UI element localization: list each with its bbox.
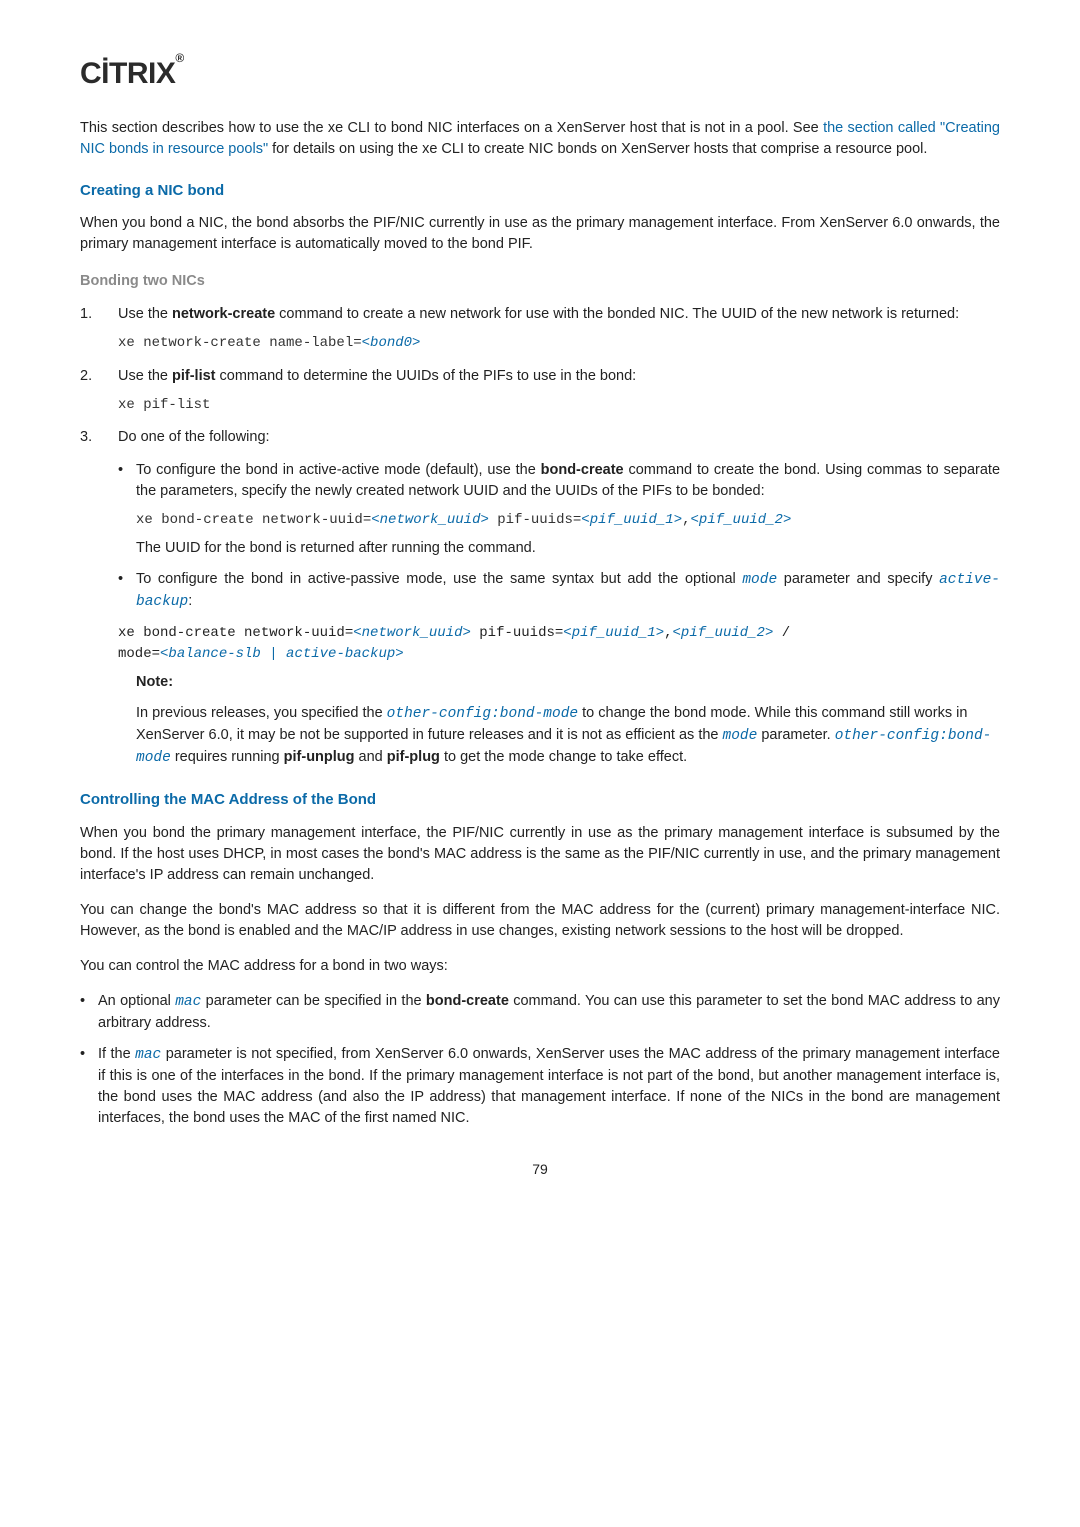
mac-bullet-2: If the mac parameter is not specified, f… — [80, 1044, 1000, 1129]
page-number: 79 — [80, 1159, 1000, 1179]
mac-paragraph-1: When you bond the primary management int… — [80, 823, 1000, 886]
step-2: Use the pif-list command to determine th… — [80, 366, 1000, 415]
step-3-sub-a: To configure the bond in active-active m… — [118, 460, 1000, 559]
heading-creating-nic-bond: Creating a NIC bond — [80, 180, 1000, 202]
step-1: Use the network-create command to create… — [80, 304, 1000, 353]
uuid-return-note: The UUID for the bond is returned after … — [136, 538, 1000, 559]
code-network-create: xe network-create name-label=<bond0> — [118, 333, 1000, 353]
mac-paragraph-3: You can control the MAC address for a bo… — [80, 956, 1000, 977]
heading-controlling-mac: Controlling the MAC Address of the Bond — [80, 789, 1000, 811]
code-bond-create-passive: xe bond-create network-uuid=<network_uui… — [118, 623, 1000, 664]
mac-paragraph-2: You can change the bond's MAC address so… — [80, 900, 1000, 942]
note-label: Note: — [136, 672, 1000, 693]
code-bond-create-active: xe bond-create network-uuid=<network_uui… — [136, 510, 1000, 530]
brand-logo: CİTRIX® — [80, 52, 1000, 96]
step-3-sub-b: To configure the bond in active-passive … — [118, 569, 1000, 613]
intro-paragraph: This section describes how to use the xe… — [80, 118, 1000, 160]
mac-bullet-1: An optional mac parameter can be specifi… — [80, 991, 1000, 1034]
note-text: In previous releases, you specified the … — [136, 703, 1000, 769]
creating-bond-paragraph: When you bond a NIC, the bond absorbs th… — [80, 213, 1000, 255]
step-3: Do one of the following: To configure th… — [80, 427, 1000, 769]
code-pif-list: xe pif-list — [118, 395, 1000, 415]
heading-bonding-two-nics: Bonding two NICs — [80, 271, 1000, 292]
note-block: Note: In previous releases, you specifie… — [136, 672, 1000, 769]
